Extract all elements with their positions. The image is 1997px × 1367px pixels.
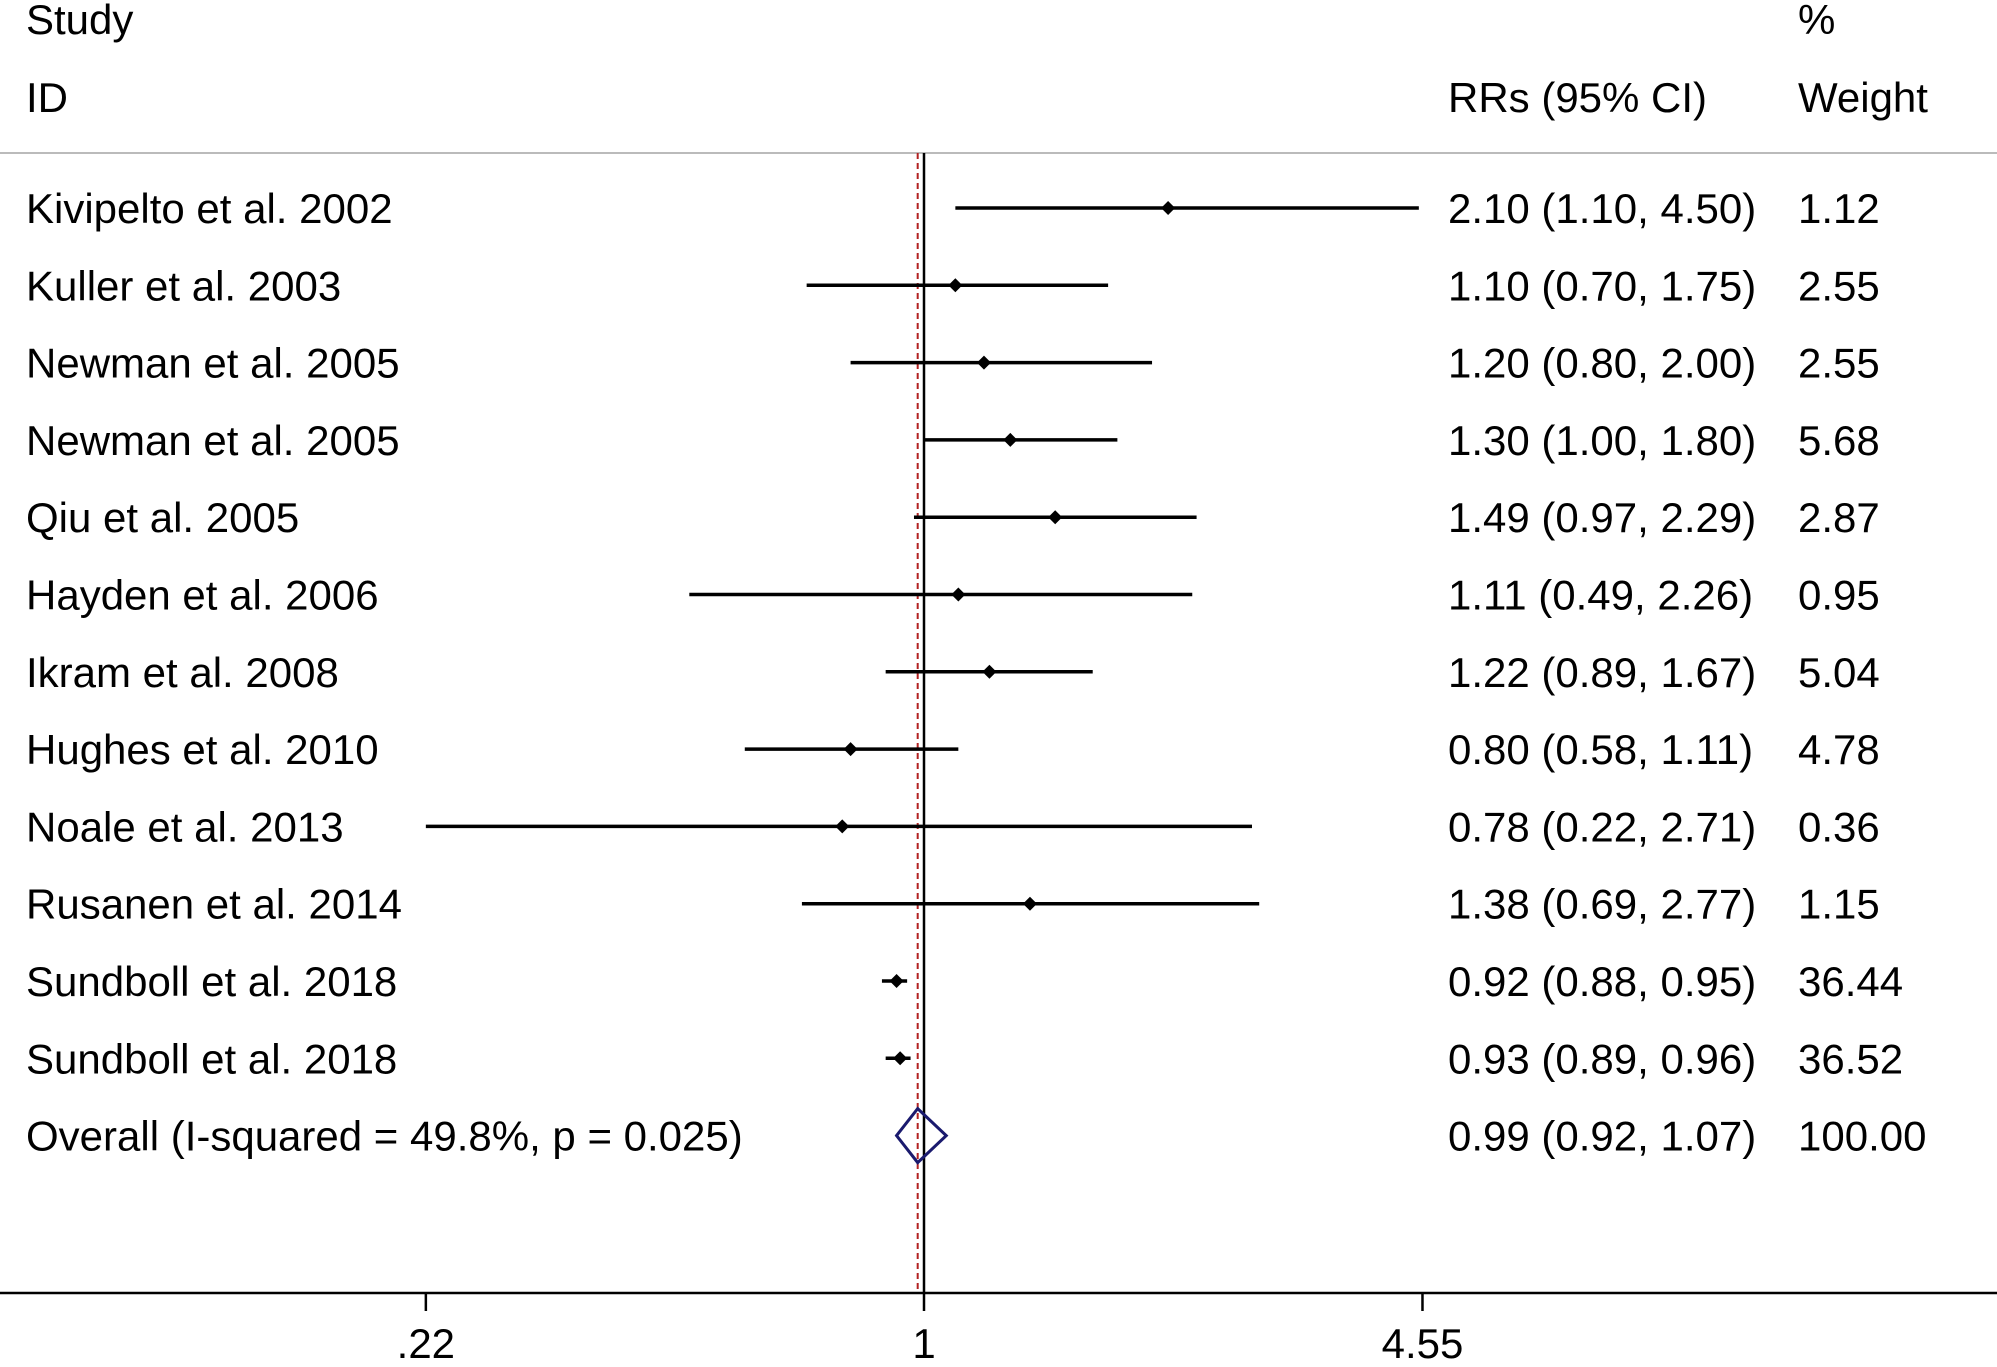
- study-row: Newman et al. 2005 1.30 (1.00, 1.80) 5.68: [26, 417, 1880, 464]
- estimate-header: RRs (95% CI): [1448, 74, 1707, 121]
- rr-ci-value: 1.38 (0.69, 2.77): [1448, 881, 1756, 928]
- study-name: Sundboll et al. 2018: [26, 1035, 397, 1082]
- study-name: Kuller et al. 2003: [26, 262, 341, 309]
- x-tick-label: 1: [912, 1320, 935, 1367]
- rr-ci-value: 1.11 (0.49, 2.26): [1448, 572, 1753, 619]
- overall-row: Overall (I-squared = 49.8%, p = 0.025) 0.…: [26, 1106, 1926, 1165]
- study-row: Sundboll et al. 2018 0.92 (0.88, 0.95) 36.…: [26, 958, 1903, 1005]
- study-row: Newman et al. 2005 1.20 (0.80, 2.00) 2.55: [26, 340, 1880, 387]
- study-row: Sundboll et al. 2018 0.93 (0.89, 0.96) 36.…: [26, 1035, 1903, 1082]
- rr-ci-value: 0.92 (0.88, 0.95): [1448, 958, 1756, 1005]
- study-name: Sundboll et al. 2018: [26, 958, 397, 1005]
- weight-value: 5.68: [1798, 417, 1880, 464]
- rr-ci-value: 2.10 (1.10, 4.50): [1448, 185, 1756, 232]
- study-row: Noale et al. 2013 0.78 (0.22, 2.71) 0.36: [26, 803, 1880, 850]
- overall-diamond: [894, 1106, 949, 1165]
- study-name: Noale et al. 2013: [26, 803, 344, 850]
- weight-value: 0.36: [1798, 803, 1880, 850]
- study-name: Kivipelto et al. 2002: [26, 185, 393, 232]
- weight-value: 2.55: [1798, 262, 1880, 309]
- point-estimate-marker: [889, 974, 904, 988]
- id-header: ID: [26, 74, 68, 121]
- study-row: Kivipelto et al. 2002 2.10 (1.10, 4.50) 1.…: [26, 185, 1880, 232]
- weight-header-percent: %: [1798, 0, 1835, 43]
- study-row: Rusanen et al. 2014 1.38 (0.69, 2.77) 1.15: [26, 881, 1880, 928]
- weight-header: Weight: [1798, 74, 1928, 121]
- study-row: Qiu et al. 2005 1.49 (0.97, 2.29) 2.87: [26, 494, 1880, 541]
- study-row: Hayden et al. 2006 1.11 (0.49, 2.26) 0.95: [26, 572, 1880, 619]
- weight-value: 36.44: [1798, 958, 1903, 1005]
- study-row: Kuller et al. 2003 1.10 (0.70, 1.75) 2.55: [26, 262, 1880, 309]
- overall-weight-value: 100.00: [1798, 1113, 1926, 1160]
- point-estimate-marker: [1048, 510, 1063, 525]
- study-row: Hughes et al. 2010 0.80 (0.58, 1.11) 4.78: [26, 726, 1880, 773]
- point-estimate-marker: [948, 278, 963, 293]
- weight-value: 1.12: [1798, 185, 1880, 232]
- weight-value: 2.87: [1798, 494, 1880, 541]
- rr-ci-value: 1.49 (0.97, 2.29): [1448, 494, 1756, 541]
- point-estimate-marker: [1022, 896, 1037, 911]
- weight-value: 0.95: [1798, 572, 1880, 619]
- point-estimate-marker: [893, 1051, 908, 1066]
- point-estimate-marker: [1161, 201, 1176, 215]
- rr-ci-value: 1.10 (0.70, 1.75): [1448, 262, 1756, 309]
- plot-layer: [916, 153, 926, 1293]
- rr-ci-value: 1.30 (1.00, 1.80): [1448, 417, 1756, 464]
- rr-ci-value: 1.20 (0.80, 2.00): [1448, 340, 1756, 387]
- weight-value: 4.78: [1798, 726, 1880, 773]
- study-name: Rusanen et al. 2014: [26, 881, 402, 928]
- point-estimate-marker: [982, 664, 997, 679]
- study-name: Ikram et al. 2008: [26, 649, 339, 696]
- rr-ci-value: 0.78 (0.22, 2.71): [1448, 803, 1756, 850]
- point-estimate-marker: [951, 587, 966, 602]
- study-name: Hayden et al. 2006: [26, 572, 379, 619]
- overall-rr-ci-value: 0.99 (0.92, 1.07): [1448, 1113, 1756, 1160]
- point-estimate-marker: [843, 742, 858, 757]
- weight-value: 1.15: [1798, 881, 1880, 928]
- study-name: Hughes et al. 2010: [26, 726, 379, 773]
- weight-value: 2.55: [1798, 340, 1880, 387]
- study-name: Qiu et al. 2005: [26, 494, 299, 541]
- x-axis-ticks: .22 1 4.55: [397, 1293, 1464, 1367]
- rr-ci-value: 0.80 (0.58, 1.11): [1448, 726, 1753, 773]
- study-name: Newman et al. 2005: [26, 340, 400, 387]
- study-name: Newman et al. 2005: [26, 417, 400, 464]
- study-header: Study: [26, 0, 133, 43]
- rr-ci-value: 0.93 (0.89, 0.96): [1448, 1035, 1756, 1082]
- point-estimate-marker: [835, 819, 850, 834]
- point-estimate-marker: [1003, 432, 1018, 447]
- study-rows: Kivipelto et al. 2002 2.10 (1.10, 4.50) 1.…: [26, 185, 1926, 1165]
- study-row: Ikram et al. 2008 1.22 (0.89, 1.67) 5.04: [26, 649, 1880, 696]
- x-tick-label: 4.55: [1382, 1320, 1464, 1367]
- x-tick-label: .22: [397, 1320, 455, 1367]
- weight-value: 36.52: [1798, 1035, 1903, 1082]
- rr-ci-value: 1.22 (0.89, 1.67): [1448, 649, 1756, 696]
- overall-label: Overall (I-squared = 49.8%, p = 0.025): [26, 1113, 743, 1160]
- weight-value: 5.04: [1798, 649, 1880, 696]
- point-estimate-marker: [976, 355, 991, 370]
